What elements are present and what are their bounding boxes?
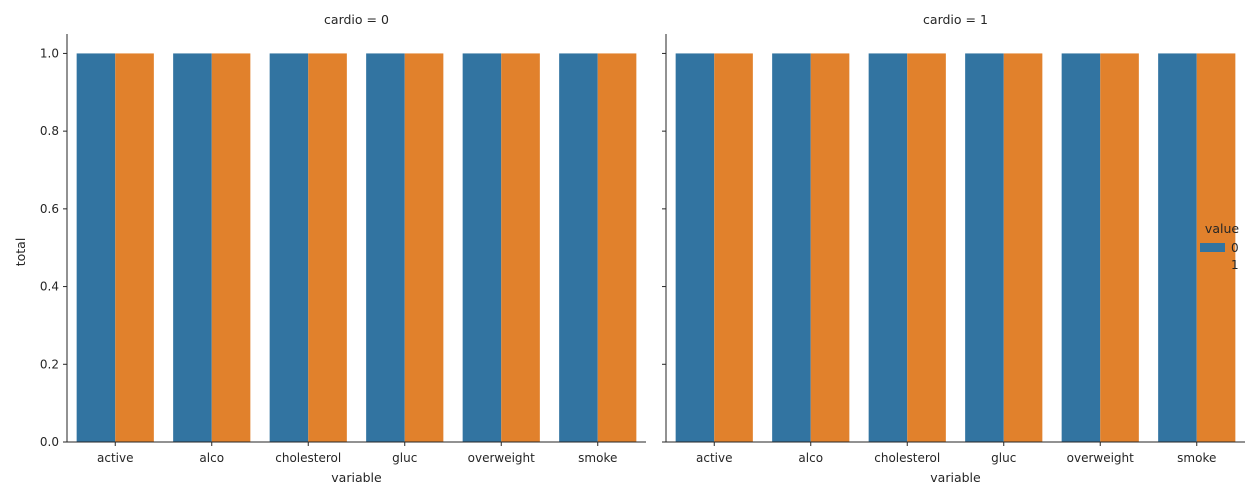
- x-tick-label: gluc: [392, 451, 417, 465]
- legend-label-0: 0: [1231, 241, 1239, 255]
- bar-active-value-0: [675, 53, 715, 443]
- bar-overweight-value-1: [1100, 53, 1139, 443]
- facet-title: cardio = 0: [324, 12, 389, 27]
- bar-active-value-1: [714, 53, 753, 443]
- y-tick-label: 0.2: [40, 357, 59, 371]
- y-tick-label: 0.6: [40, 202, 59, 216]
- facet-title: cardio = 1: [923, 12, 988, 27]
- x-tick-label: active: [97, 451, 133, 465]
- y-tick-label: 0.4: [40, 280, 59, 294]
- legend: value 0 1: [1200, 221, 1239, 272]
- bar-overweight-value-0: [1061, 53, 1101, 443]
- x-tick-label: alco: [798, 451, 823, 465]
- x-tick-label: smoke: [578, 451, 617, 465]
- x-axis-label: variable: [930, 470, 981, 485]
- bar-alco-value-0: [173, 53, 212, 443]
- bar-gluc-value-1: [404, 53, 444, 443]
- x-tick-label: gluc: [991, 451, 1016, 465]
- x-tick-label: alco: [199, 451, 224, 465]
- chart-panels: active alco cholesterol gluc overweight smoke…: [40, 12, 1245, 485]
- bar-cholesterol-value-1: [308, 53, 347, 443]
- facet-panel-1: active alco cholesterol gluc overweight smoke…: [662, 12, 1245, 485]
- y-tick-label: 1.0: [40, 46, 59, 60]
- bar-alco-value-0: [772, 53, 811, 443]
- bar-smoke-value-0: [559, 53, 598, 443]
- bar-overweight-value-0: [462, 53, 502, 443]
- bar-cholesterol-value-0: [269, 53, 309, 443]
- bar-cholesterol-value-0: [868, 53, 908, 443]
- legend-label-1: 1: [1231, 258, 1239, 272]
- bar-alco-value-1: [810, 53, 850, 443]
- y-axis-label: total: [13, 238, 28, 267]
- y-tick-label: 0.0: [40, 435, 59, 449]
- bar-active-value-1: [115, 53, 154, 443]
- x-tick-label: overweight: [468, 451, 536, 465]
- y-tick-label: 0.8: [40, 124, 59, 138]
- x-tick-label: overweight: [1067, 451, 1135, 465]
- x-tick-label: active: [696, 451, 732, 465]
- x-tick-label: smoke: [1177, 451, 1216, 465]
- bar-cholesterol-value-1: [907, 53, 946, 443]
- bar-gluc-value-0: [366, 53, 405, 443]
- bar-smoke-value-0: [1158, 53, 1197, 443]
- facet-panel-0: active alco cholesterol gluc overweight smoke…: [40, 12, 646, 485]
- bar-gluc-value-1: [1003, 53, 1043, 443]
- x-axis-label: variable: [331, 470, 382, 485]
- bar-alco-value-1: [211, 53, 251, 443]
- legend-swatch-1: [1200, 260, 1225, 269]
- bar-gluc-value-0: [965, 53, 1004, 443]
- x-tick-label: cholesterol: [874, 451, 940, 465]
- bar-overweight-value-1: [501, 53, 540, 443]
- bar-smoke-value-1: [597, 53, 637, 443]
- legend-title: value: [1205, 221, 1239, 236]
- x-tick-label: cholesterol: [275, 451, 341, 465]
- bar-active-value-0: [76, 53, 116, 443]
- legend-swatch-0: [1200, 243, 1225, 252]
